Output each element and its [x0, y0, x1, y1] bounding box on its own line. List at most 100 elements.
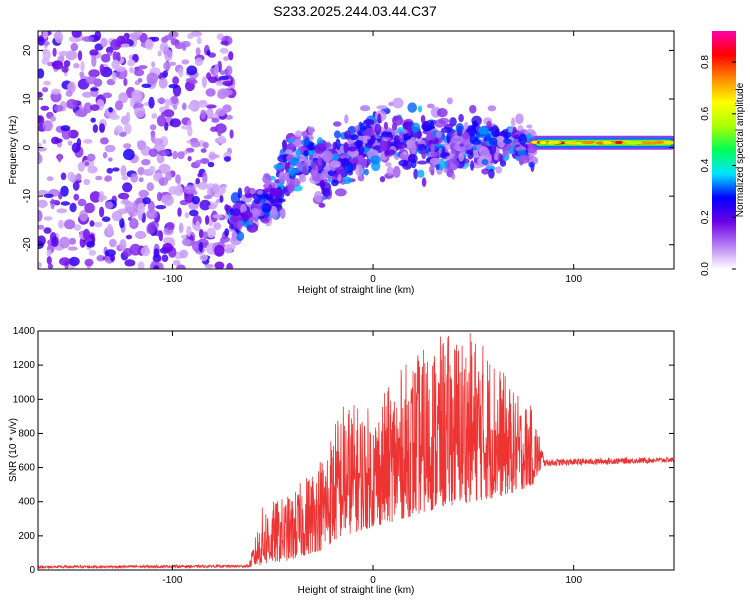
heatmap-cell: [337, 174, 342, 182]
heatmap-cell: [355, 165, 364, 177]
heatmap-cell: [83, 138, 93, 144]
heatmap-cell: [361, 129, 372, 137]
snr-xtick-label: 0: [370, 575, 376, 586]
heatmap-cell: [109, 238, 117, 248]
heatmap-cell: [94, 31, 102, 41]
heatmap-cell: [469, 104, 477, 114]
heatmap-cell: [299, 173, 307, 183]
colorbar-label: Normalized spectral amplitude: [735, 82, 746, 217]
heatmap-cell: [270, 187, 281, 197]
heatmap-cell: [56, 208, 68, 214]
heatmap-cell: [446, 158, 459, 171]
heatmap-cell: [284, 149, 293, 155]
heatmap-cell: [38, 36, 45, 46]
heatmap-cell: [333, 121, 342, 127]
heatmap-cell: [77, 198, 87, 207]
heatmap-cell: [151, 113, 158, 119]
heatmap-cell: [92, 124, 99, 133]
heatmap-cell: [124, 123, 132, 135]
heatmap-cell: [217, 127, 223, 137]
heatmap-cell: [334, 130, 341, 139]
heatmap-cell: [218, 135, 226, 144]
heatmap-cell: [124, 201, 134, 213]
heatmap-cell: [99, 123, 105, 133]
heatmap-cell: [51, 236, 59, 247]
heatmap-cell: [449, 117, 457, 127]
heatmap-cell: [190, 140, 201, 148]
heatmap-cell: [488, 168, 495, 179]
heatmap-cell: [84, 258, 94, 267]
heatmap-cell: [168, 84, 179, 89]
heatmap-cell: [218, 75, 230, 80]
snr-ytick-label: 800: [18, 428, 35, 439]
heatmap-cell: [244, 186, 251, 195]
heatmap-cell: [179, 249, 189, 259]
heatmap-cell: [219, 70, 227, 76]
heatmap-cell: [119, 217, 125, 229]
heatmap-cell: [38, 199, 48, 208]
heatmap-cell: [512, 126, 517, 134]
heatmap-cell: [120, 165, 127, 177]
heatmap-cell: [364, 168, 369, 176]
heatmap-cell: [261, 203, 272, 213]
heatmap-cell: [129, 32, 141, 39]
heatmap-cell: [208, 154, 220, 159]
heatmap-cell: [181, 238, 191, 246]
heatmap-cell: [187, 33, 194, 40]
signal-band-cell: [626, 141, 643, 145]
heatmap-cell: [71, 142, 81, 153]
colorbar-tick-label: 0.0: [700, 262, 711, 276]
snr-xtick-label: -100: [162, 575, 182, 586]
heatmap-cell: [60, 125, 71, 132]
heatmap-cell: [170, 95, 178, 105]
heatmap-cell: [334, 188, 347, 197]
heatmap-ytick-label: -10: [22, 188, 33, 203]
heatmap-cell: [208, 204, 217, 210]
heatmap-cell: [106, 167, 114, 174]
heatmap-cell: [38, 224, 45, 230]
heatmap-cell: [38, 153, 43, 165]
heatmap-cell: [88, 249, 97, 256]
heatmap-cell: [94, 221, 103, 228]
heatmap-cell: [187, 103, 196, 110]
heatmap-cell: [82, 91, 93, 98]
heatmap-cell: [163, 61, 171, 71]
heatmap-cell: [441, 127, 452, 133]
heatmap-cell: [203, 195, 213, 200]
heatmap-cell: [226, 262, 233, 269]
heatmap-cell: [46, 249, 52, 257]
heatmap-cell: [290, 157, 300, 166]
heatmap-cell: [79, 71, 85, 77]
heatmap-ytick-label: 0: [22, 144, 33, 150]
heatmap-cell: [101, 53, 111, 63]
heatmap-cell: [515, 113, 524, 125]
heatmap-cell: [43, 193, 54, 198]
heatmap-cell: [329, 160, 342, 168]
heatmap-cell: [89, 49, 99, 56]
heatmap-cell: [91, 55, 97, 67]
heatmap-cell: [370, 155, 381, 165]
heatmap-cell: [186, 225, 192, 237]
heatmap-cell: [260, 217, 270, 224]
heatmap-cell: [165, 98, 170, 110]
heatmap-cell: [43, 80, 51, 86]
heatmap-cell: [434, 119, 446, 128]
heatmap-cell: [38, 142, 43, 148]
heatmap-cell: [68, 256, 80, 267]
heatmap-cell: [489, 143, 497, 155]
heatmap-cell: [335, 169, 347, 175]
heatmap-cell: [348, 158, 360, 164]
heatmap-cell: [429, 157, 441, 165]
heatmap-cell: [140, 246, 151, 257]
heatmap-cell: [58, 50, 70, 57]
heatmap-cell: [339, 154, 351, 160]
heatmap-cell: [517, 149, 527, 156]
heatmap-cell: [528, 161, 535, 168]
heatmap-cell: [222, 80, 234, 86]
heatmap-cell: [476, 144, 484, 153]
heatmap-ytick-label: 20: [22, 44, 33, 56]
heatmap-cell: [348, 146, 357, 152]
heatmap-cell: [486, 120, 492, 129]
heatmap-cell: [52, 47, 57, 57]
